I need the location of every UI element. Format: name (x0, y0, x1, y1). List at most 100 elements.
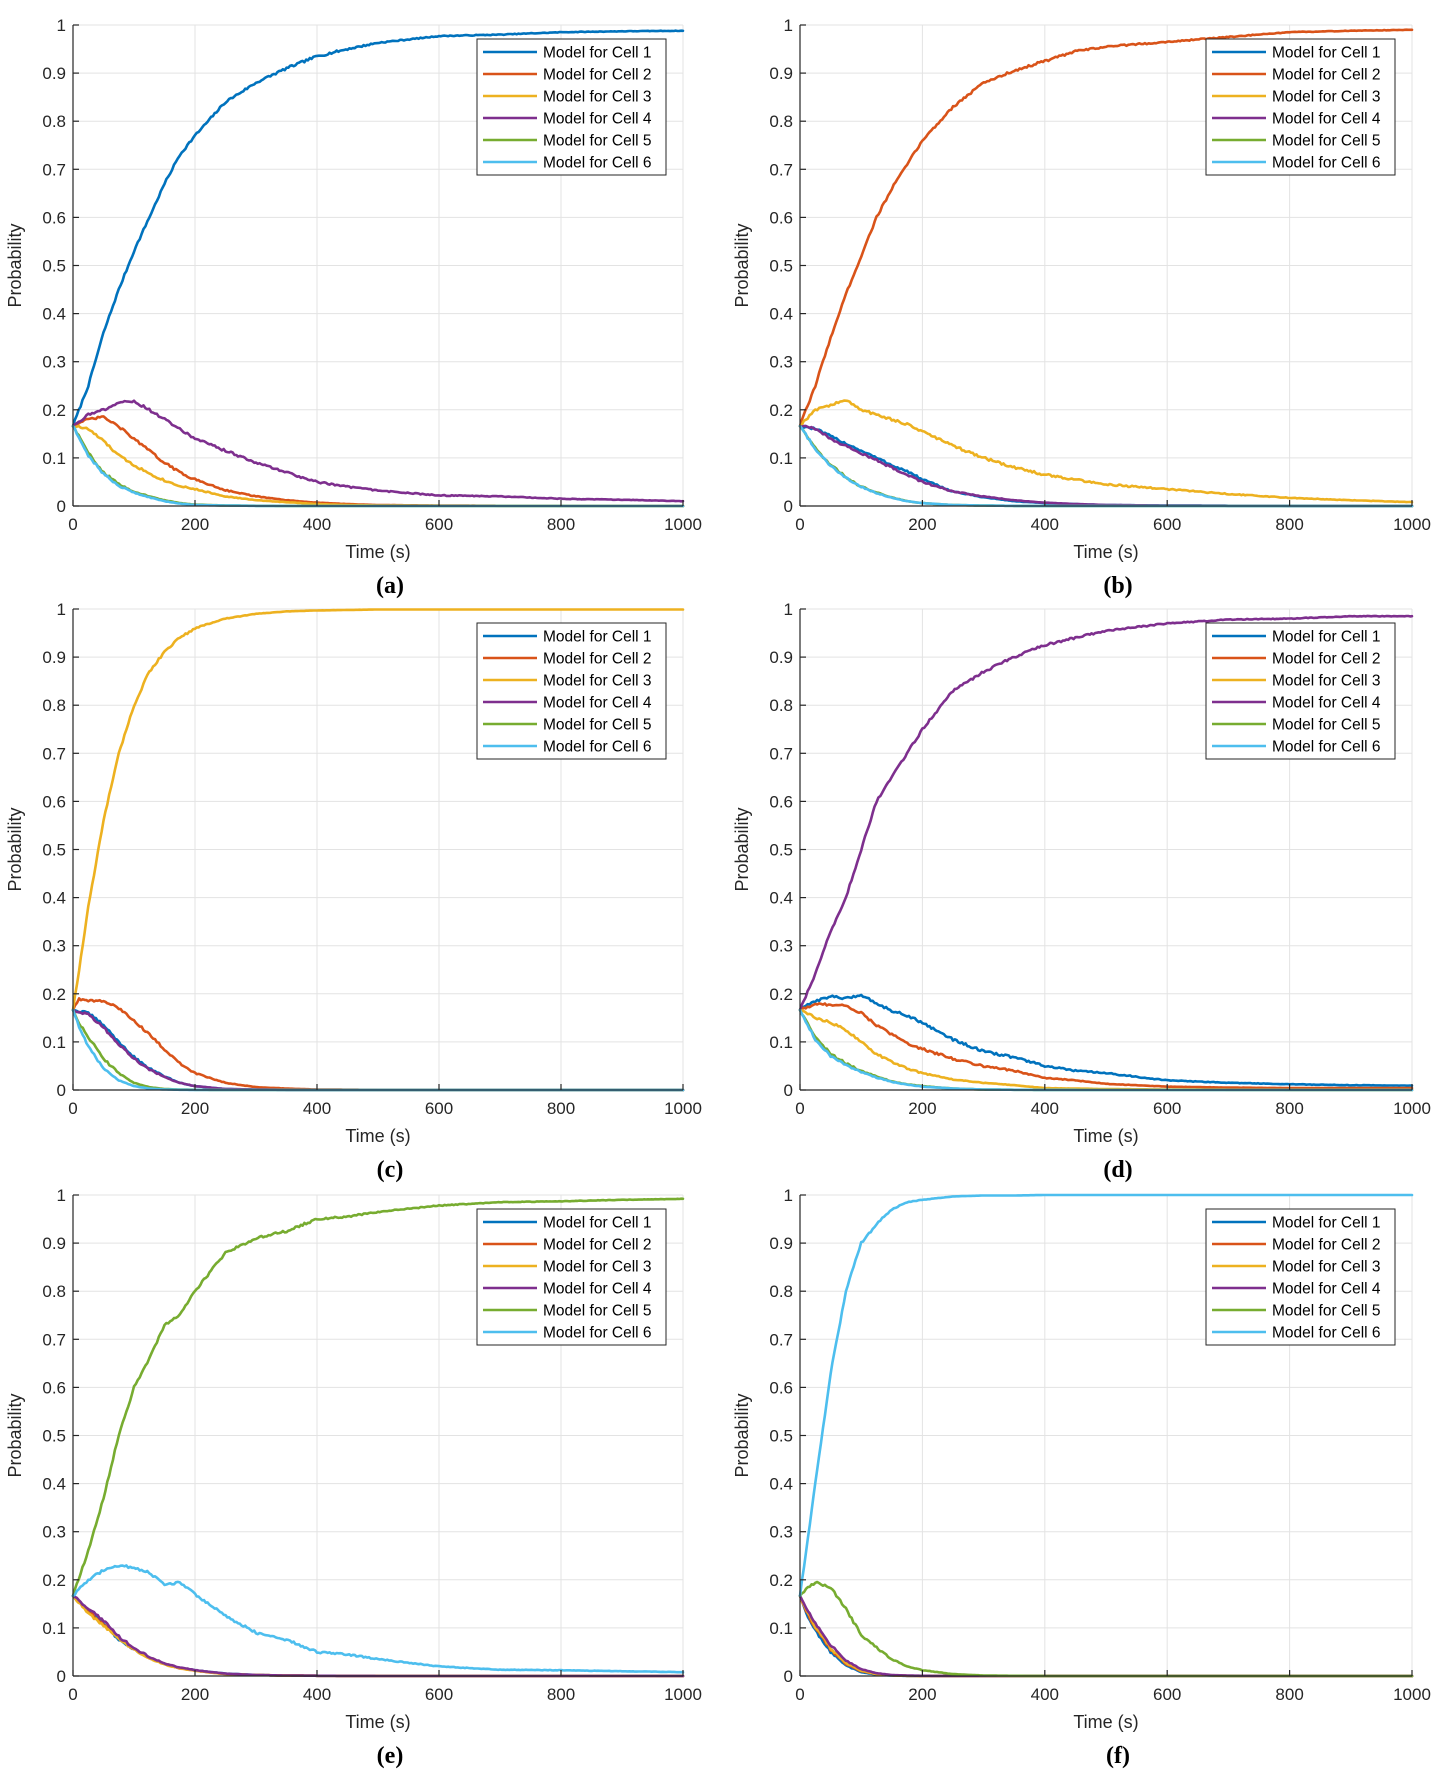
series-line-cell-6 (71, 424, 685, 508)
legend-label: Model for Cell 4 (1272, 695, 1381, 712)
legend-item: Model for Cell 3 (1212, 89, 1381, 106)
y-tick-label: 0.3 (769, 353, 793, 372)
x-tick-label: 800 (1275, 1099, 1303, 1118)
y-tick-label: 0.9 (42, 64, 66, 83)
series-line-cell-1 (798, 993, 1414, 1087)
y-tick-label: 0.2 (42, 401, 66, 420)
legend-item: Model for Cell 4 (483, 111, 652, 128)
panel-caption: (d) (1103, 1157, 1132, 1183)
y-tick-label: 0.9 (769, 648, 793, 667)
series-line-cell-3 (71, 424, 685, 508)
x-tick-label: 1000 (664, 1685, 702, 1704)
legend-item: Model for Cell 6 (1212, 739, 1381, 756)
y-tick-label: 1 (57, 1186, 66, 1205)
legend-label: Model for Cell 4 (1272, 111, 1381, 128)
y-axis-label: Probability (732, 807, 752, 891)
y-tick-label: 0.2 (769, 985, 793, 1004)
legend-item: Model for Cell 3 (483, 673, 652, 690)
y-tick-label: 1 (784, 16, 793, 35)
chart-panel-5: 0 0.1 0.2 0.3 0.4 0.5 0.6 0.7 0.8 0.9 1 0 200 400 600 8… (5, 1186, 702, 1769)
y-tick-label: 0.4 (42, 1475, 66, 1494)
y-axis-label: Probability (5, 1393, 25, 1477)
legend-label: Model for Cell 1 (543, 629, 652, 646)
y-tick-label: 0.1 (769, 1619, 793, 1638)
series-line-cell-3 (798, 1594, 1414, 1678)
legend-item: Model for Cell 3 (483, 89, 652, 106)
legend-box (1205, 38, 1396, 176)
legend-label: Model for Cell 1 (543, 1215, 652, 1232)
x-tick-label: 200 (908, 1099, 936, 1118)
panel-caption: (e) (377, 1743, 404, 1769)
legend-label: Model for Cell 1 (1272, 629, 1381, 646)
legend-box (476, 1208, 667, 1346)
y-tick-label: 0.7 (42, 744, 66, 763)
legend-label: Model for Cell 2 (1272, 1237, 1381, 1254)
legend-item: Model for Cell 6 (483, 155, 652, 172)
y-tick-label: 0.8 (42, 112, 66, 131)
legend-item: Model for Cell 1 (1212, 1215, 1381, 1232)
legend: Model for Cell 1 Model for Cell 2 Model fo… (1205, 38, 1396, 176)
x-tick-label: 200 (181, 1685, 209, 1704)
y-tick-label: 0.2 (769, 1571, 793, 1590)
y-tick-label: 0.6 (769, 792, 793, 811)
y-tick-label: 0.3 (42, 937, 66, 956)
y-tick-label: 0.2 (769, 401, 793, 420)
legend-label: Model for Cell 6 (543, 1325, 652, 1342)
series-line-cell-1 (798, 1594, 1414, 1678)
x-tick-label: 200 (908, 1685, 936, 1704)
series-line-cell-5 (71, 424, 685, 508)
x-tick-label: 600 (425, 1099, 453, 1118)
x-tick-label: 600 (425, 1685, 453, 1704)
y-tick-label: 0.4 (769, 305, 793, 324)
y-tick-label: 0.9 (42, 1234, 66, 1253)
y-tick-label: 0 (784, 1081, 793, 1100)
legend-label: Model for Cell 1 (543, 45, 652, 62)
legend-label: Model for Cell 6 (1272, 1325, 1381, 1342)
y-tick-label: 0.8 (42, 696, 66, 715)
chart-panel-4: 0 0.1 0.2 0.3 0.4 0.5 0.6 0.7 0.8 0.9 1 0 200 400 600 8… (732, 600, 1431, 1183)
legend: Model for Cell 1 Model for Cell 2 Model fo… (476, 1208, 667, 1346)
x-tick-label: 1000 (1393, 1099, 1431, 1118)
y-tick-label: 0.1 (42, 1033, 66, 1052)
x-axis-label: Time (s) (1073, 542, 1138, 562)
legend-item: Model for Cell 2 (483, 651, 652, 668)
x-tick-label: 600 (1153, 1099, 1181, 1118)
legend-label: Model for Cell 3 (1272, 89, 1381, 106)
y-tick-label: 0.9 (42, 648, 66, 667)
legend-item: Model for Cell 1 (483, 45, 652, 62)
y-tick-label: 0.4 (42, 305, 66, 324)
legend: Model for Cell 1 Model for Cell 2 Model fo… (1205, 622, 1396, 760)
x-tick-label: 0 (68, 1685, 77, 1704)
y-tick-label: 0.1 (42, 1619, 66, 1638)
series-line-cell-2 (798, 1594, 1414, 1678)
y-tick-label: 0.2 (42, 1571, 66, 1590)
legend-item: Model for Cell 4 (483, 695, 652, 712)
y-tick-label: 0.3 (42, 353, 66, 372)
x-axis-label: Time (s) (1073, 1126, 1138, 1146)
legend-item: Model for Cell 2 (1212, 1237, 1381, 1254)
y-tick-label: 0.5 (769, 841, 793, 860)
series-line-cell-3 (798, 399, 1414, 504)
grid (799, 24, 1413, 507)
legend: Model for Cell 1 Model for Cell 2 Model fo… (476, 38, 667, 176)
x-tick-label: 800 (547, 1099, 575, 1118)
y-tick-label: 1 (784, 600, 793, 619)
series-line-cell-4 (71, 399, 685, 503)
x-tick-label: 200 (181, 515, 209, 534)
y-axis-label: Probability (732, 1393, 752, 1477)
y-tick-label: 0.7 (42, 160, 66, 179)
y-tick-label: 0.1 (769, 449, 793, 468)
x-axis-label: Time (s) (345, 1126, 410, 1146)
y-tick-label: 0.4 (769, 1475, 793, 1494)
legend-item: Model for Cell 1 (1212, 45, 1381, 62)
series-line-cell-2 (71, 415, 685, 508)
x-tick-label: 600 (1153, 1685, 1181, 1704)
y-tick-label: 1 (57, 16, 66, 35)
x-tick-label: 800 (547, 515, 575, 534)
legend-label: Model for Cell 6 (1272, 155, 1381, 172)
legend-label: Model for Cell 2 (543, 67, 652, 84)
y-tick-label: 0 (57, 1667, 66, 1686)
y-tick-label: 0 (57, 497, 66, 516)
series-line-cell-1 (71, 29, 685, 428)
legend-box (476, 38, 667, 176)
